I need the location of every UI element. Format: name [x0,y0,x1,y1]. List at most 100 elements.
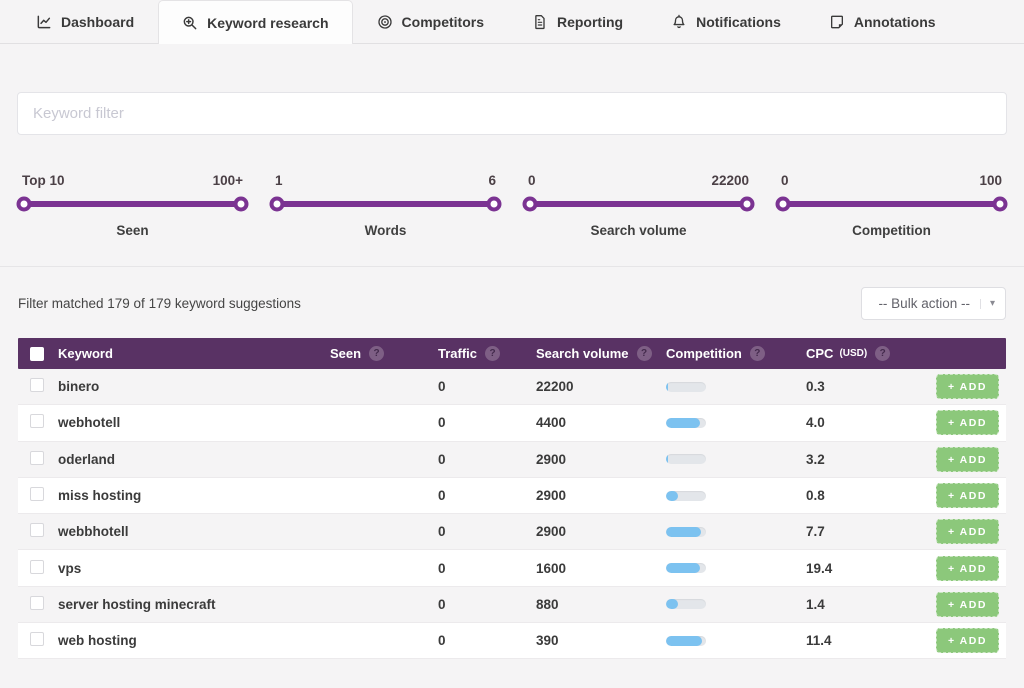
keyword-filter-input[interactable] [17,92,1007,135]
competition-bar-fill [666,454,669,465]
slider-track[interactable] [16,196,249,212]
row-checkbox[interactable] [30,378,44,393]
table-row: oderland 0 2900 3.2 + ADD [18,441,1006,478]
note-icon [830,15,843,29]
add-keyword-button[interactable]: + ADD [936,374,999,400]
keyword-cell: webbhotell [58,524,129,540]
cpc-cell: 7.7 [806,524,825,540]
help-icon[interactable]: ? [636,346,652,361]
results-summary: Filter matched 179 of 179 keyword sugges… [18,296,301,311]
search-volume-cell: 390 [536,633,559,649]
chart-line-icon [37,15,51,29]
slider-min-label: Top 10 [22,173,65,188]
tab-dashboard[interactable]: Dashboard [12,0,158,43]
tab-keyword-research[interactable]: Keyword research [158,0,353,44]
column-label: Traffic [438,346,478,361]
tab-label: Notifications [696,14,781,30]
slider-max-label: 100 [979,173,1002,188]
row-checkbox[interactable] [30,414,44,429]
help-icon[interactable]: ? [369,346,385,361]
section-divider [0,266,1024,267]
add-keyword-button[interactable]: + ADD [936,628,999,654]
slider-handle-min[interactable] [16,196,32,212]
slider-track[interactable] [522,196,755,212]
table-body: binero 0 22200 0.3 + ADD webhotell 0 440… [18,369,1006,660]
keyword-cell: oderland [58,451,116,467]
help-icon[interactable]: ? [749,346,765,361]
traffic-cell: 0 [438,596,446,612]
filter-section [0,44,1024,135]
tab-annotations[interactable]: Annotations [805,0,960,43]
tab-competitors[interactable]: Competitors [353,0,508,43]
slider-track[interactable] [775,196,1008,212]
row-checkbox[interactable] [30,487,44,502]
search-volume-cell: 2900 [536,488,567,504]
add-keyword-button[interactable]: + ADD [936,555,999,581]
tab-label: Dashboard [61,14,135,30]
tab-bar: Dashboard Keyword research Competitors R… [0,0,1024,44]
keyword-cell: vps [58,560,82,576]
row-checkbox[interactable] [30,559,44,574]
keyword-cell: web hosting [58,633,137,649]
search-volume-cell: 22200 [536,379,574,395]
add-keyword-button[interactable]: + ADD [936,410,999,436]
slider-search-volume: 0 22200 Search volume [522,173,755,238]
tab-reporting[interactable]: Reporting [508,0,647,43]
add-keyword-button[interactable]: + ADD [936,446,999,472]
row-checkbox[interactable] [30,595,44,610]
search-volume-cell: 2900 [536,451,567,467]
slider-name: Search volume [590,223,687,238]
add-keyword-button[interactable]: + ADD [936,483,999,509]
slider-handle-max[interactable] [486,196,502,212]
document-icon [535,15,545,30]
search-volume-cell: 2900 [536,524,567,540]
row-checkbox[interactable] [30,450,44,465]
slider-handle-min[interactable] [269,196,285,212]
slider-handle-max[interactable] [233,196,249,212]
competition-bar-fill [666,490,678,501]
slider-min-label: 0 [528,173,536,188]
traffic-cell: 0 [438,451,446,467]
table-row: vps 0 1600 19.4 + ADD [18,550,1006,587]
keyword-cell: miss hosting [58,488,142,504]
select-all-checkbox[interactable] [30,346,44,361]
tab-notifications[interactable]: Notifications [647,0,805,43]
row-checkbox[interactable] [30,523,44,538]
slider-handle-min[interactable] [522,196,538,212]
cpc-cell: 4.0 [806,415,825,431]
slider-handle-min[interactable] [775,196,791,212]
tab-label: Keyword research [207,14,329,31]
target-icon [377,15,392,29]
table-row: server hosting minecraft 0 880 1.4 + ADD [18,586,1006,624]
help-icon[interactable]: ? [875,346,891,361]
add-keyword-button[interactable]: + ADD [936,519,999,545]
slider-name: Competition [852,223,931,238]
help-icon[interactable]: ? [485,346,501,361]
cpc-cell: 0.3 [806,379,825,395]
keyword-table: Keyword Seen ? Traffic ? Search volume ?… [18,338,1006,668]
keyword-cell: server hosting minecraft [58,596,216,612]
search-volume-cell: 4400 [536,415,567,431]
competition-bar-fill [666,526,702,537]
slider-max-label: 22200 [711,173,749,188]
competition-bar [666,599,706,610]
row-checkbox[interactable] [30,632,44,647]
competition-bar-fill [666,417,700,428]
slider-words: 1 6 Words [269,173,502,238]
add-keyword-button[interactable]: + ADD [936,591,999,617]
competition-bar-fill [666,635,702,646]
slider-handle-max[interactable] [739,196,755,212]
table-row: webhotell 0 4400 4.0 + ADD [18,405,1006,442]
slider-track[interactable] [269,196,502,212]
cpc-cell: 1.4 [806,596,825,612]
traffic-cell: 0 [438,415,446,431]
slider-competition: 0 100 Competition [775,173,1008,238]
competition-bar-fill [666,381,669,392]
slider-min-label: 0 [781,173,789,188]
slider-handle-max[interactable] [992,196,1008,212]
column-label: Competition [666,346,742,361]
slider-name: Words [364,223,407,238]
bulk-action-select[interactable]: -- Bulk action -- ▾ [861,287,1006,320]
keyword-cell: binero [58,379,100,395]
competition-bar [666,417,706,428]
